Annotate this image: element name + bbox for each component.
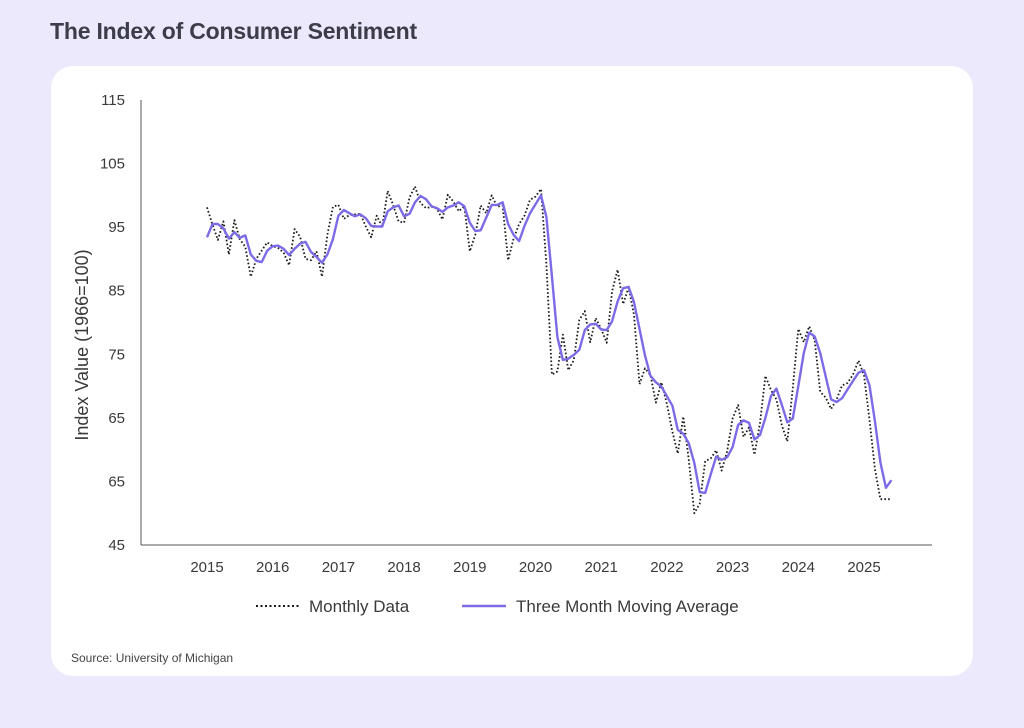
- y-tick-label: 85: [108, 283, 125, 300]
- y-axis-ticks: 45 65 65 75 85 95 105 115: [100, 92, 125, 554]
- x-tick-label: 2023: [716, 559, 749, 576]
- x-tick-label: 2022: [650, 559, 683, 576]
- y-axis-label: Index Value (1966=100): [72, 249, 92, 440]
- x-tick-label: 2018: [387, 559, 420, 576]
- series-line-monthly: [206, 185, 892, 515]
- x-tick-label: 2016: [256, 559, 289, 576]
- page-title: The Index of Consumer Sentiment: [50, 18, 417, 44]
- y-tick-label: 65: [108, 410, 125, 427]
- x-tick-label: 2019: [453, 559, 486, 576]
- y-tick-label: 115: [101, 92, 125, 109]
- x-tick-label: 2025: [847, 559, 880, 576]
- legend-label-moving-average: Three Month Moving Average: [516, 597, 739, 616]
- x-tick-label: 2015: [190, 559, 223, 576]
- y-tick-label: 105: [100, 156, 125, 173]
- x-tick-label: 2024: [782, 559, 815, 576]
- x-tick-label: 2017: [322, 559, 355, 576]
- source-note: Source: University of Michigan: [71, 651, 234, 665]
- x-tick-label: 2021: [585, 559, 618, 576]
- y-tick-label: 65: [108, 473, 125, 490]
- x-tick-label: 2020: [519, 559, 552, 576]
- chart-legend: Monthly Data Three Month Moving Average: [256, 597, 739, 616]
- legend-label-monthly: Monthly Data: [309, 597, 410, 616]
- y-tick-label: 45: [108, 537, 125, 554]
- x-axis-ticks: 2015 2016 2017 2018 2019 2020 2021 2022 2023 2024…: [190, 559, 880, 576]
- y-tick-label: 75: [108, 346, 125, 363]
- y-tick-label: 95: [108, 219, 125, 236]
- series-line-moving-average: [205, 194, 893, 495]
- series-layer: [205, 185, 893, 515]
- chart-card: [51, 66, 973, 676]
